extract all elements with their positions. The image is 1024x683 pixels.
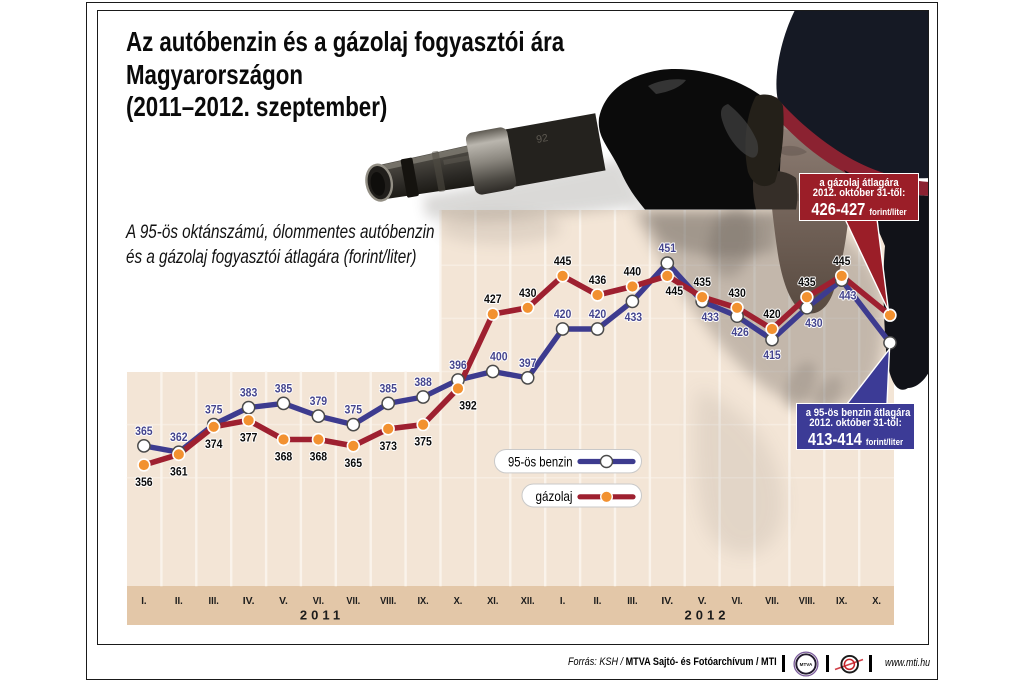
svg-text:443: 443 (839, 289, 857, 303)
svg-text:VIII.: VIII. (380, 595, 396, 607)
svg-text:435: 435 (798, 275, 816, 289)
svg-text:362: 362 (170, 430, 188, 444)
svg-text:400: 400 (490, 350, 508, 364)
svg-text:433: 433 (701, 310, 719, 324)
svg-text:XII.: XII. (521, 595, 535, 607)
svg-text:436: 436 (589, 273, 607, 287)
svg-text:VII.: VII. (346, 595, 360, 607)
svg-text:I.: I. (141, 595, 146, 607)
svg-text:385: 385 (379, 381, 397, 395)
svg-text:gázolaj: gázolaj (536, 488, 573, 504)
svg-text:392: 392 (459, 399, 477, 413)
svg-text:X.: X. (454, 595, 463, 607)
svg-text:379: 379 (310, 394, 328, 408)
svg-text:445: 445 (666, 284, 684, 298)
svg-text:365: 365 (345, 456, 363, 470)
svg-text:361: 361 (170, 464, 188, 478)
svg-text:420: 420 (589, 307, 607, 321)
svg-text:X.: X. (872, 595, 881, 607)
svg-text:IX.: IX. (836, 595, 847, 607)
svg-text:397: 397 (519, 356, 537, 370)
svg-text:I.: I. (560, 595, 565, 607)
svg-text:440: 440 (624, 265, 642, 279)
svg-text:415: 415 (763, 348, 781, 362)
svg-text:430: 430 (728, 286, 746, 300)
svg-text:95-ös benzin: 95-ös benzin (508, 453, 573, 469)
svg-text:430: 430 (519, 286, 537, 300)
svg-text:XI.: XI. (487, 595, 498, 607)
svg-text:420: 420 (763, 307, 781, 321)
svg-text:388: 388 (414, 375, 432, 389)
svg-text:445: 445 (833, 254, 851, 268)
svg-text:III.: III. (627, 595, 637, 607)
svg-text:III.: III. (209, 595, 219, 607)
svg-text:2012: 2012 (685, 608, 730, 623)
svg-text:IV.: IV. (243, 595, 255, 607)
svg-text:451: 451 (659, 241, 677, 255)
svg-text:445: 445 (554, 254, 572, 268)
svg-text:435: 435 (693, 275, 711, 289)
svg-text:VIII.: VIII. (799, 595, 815, 607)
svg-text:V.: V. (698, 595, 707, 607)
svg-text:420: 420 (554, 307, 572, 321)
svg-text:V.: V. (279, 595, 288, 607)
svg-text:VII.: VII. (765, 595, 779, 607)
svg-text:433: 433 (625, 310, 643, 324)
svg-text:375: 375 (205, 403, 223, 417)
svg-text:374: 374 (205, 437, 223, 451)
svg-text:396: 396 (449, 358, 467, 372)
svg-text:2011: 2011 (300, 608, 344, 623)
svg-text:373: 373 (379, 439, 397, 453)
svg-text:365: 365 (135, 424, 153, 438)
svg-text:427: 427 (484, 292, 502, 306)
svg-text:385: 385 (275, 381, 293, 395)
svg-text:356: 356 (135, 475, 153, 489)
svg-text:II.: II. (594, 595, 602, 607)
svg-text:IV.: IV. (661, 595, 673, 607)
svg-text:IX.: IX. (417, 595, 428, 607)
svg-text:375: 375 (345, 403, 363, 417)
svg-text:II.: II. (175, 595, 183, 607)
svg-text:377: 377 (240, 430, 258, 444)
svg-text:383: 383 (240, 386, 258, 400)
svg-text:92: 92 (535, 132, 549, 146)
svg-text:426: 426 (731, 325, 749, 339)
svg-text:375: 375 (414, 435, 432, 449)
svg-text:MTVA: MTVA (800, 662, 813, 667)
svg-text:368: 368 (275, 450, 293, 464)
svg-text:368: 368 (310, 450, 328, 464)
svg-text:VI.: VI. (731, 595, 742, 607)
svg-text:430: 430 (805, 316, 823, 330)
svg-text:VI.: VI. (313, 595, 324, 607)
